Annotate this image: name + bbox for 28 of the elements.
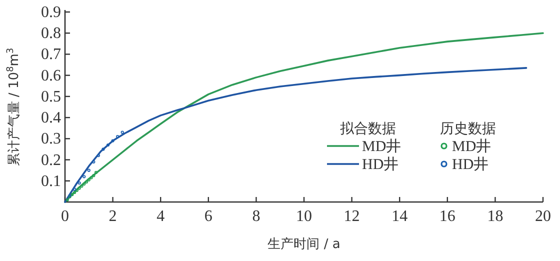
line-series xyxy=(64,67,528,203)
x-tick-label: 2 xyxy=(108,208,117,225)
x-axis-title: 生产时间 / a xyxy=(268,237,340,252)
y-tick-label: 0.2 xyxy=(41,152,61,169)
annotation: 拟合数据 xyxy=(340,121,396,137)
x-tick-label: 20 xyxy=(535,208,551,225)
legend-label: HD井 xyxy=(362,156,399,173)
y-tick-label: 0.8 xyxy=(41,25,61,42)
x-tick-label: 14 xyxy=(392,208,408,225)
x-tick-label: 4 xyxy=(156,208,165,225)
legend-label: HD井 xyxy=(452,156,489,173)
annotation: 历史数据 xyxy=(440,121,496,137)
x-tick-label: 8 xyxy=(252,208,260,225)
y-tick-label: 0.6 xyxy=(41,67,61,84)
y-tick-label: 0.4 xyxy=(41,110,61,127)
y-tick-label: 0.1 xyxy=(41,172,61,190)
legend-label: MD井 xyxy=(362,138,402,155)
x-tick-label: 10 xyxy=(296,208,312,225)
y-tick-label: 0.7 xyxy=(41,46,61,64)
x-tick-label: 18 xyxy=(487,208,504,225)
y-tick-label: 0.3 xyxy=(41,130,61,148)
y-tick-label: 0.9 xyxy=(41,4,61,21)
x-tick-label: 6 xyxy=(204,208,212,225)
x-tick-label: 16 xyxy=(439,208,456,225)
y-tick-label: 0.5 xyxy=(41,88,61,106)
x-tick-label: 0 xyxy=(61,208,69,225)
x-tick-label: 12 xyxy=(344,208,360,225)
legend-label: MD井 xyxy=(452,138,492,155)
